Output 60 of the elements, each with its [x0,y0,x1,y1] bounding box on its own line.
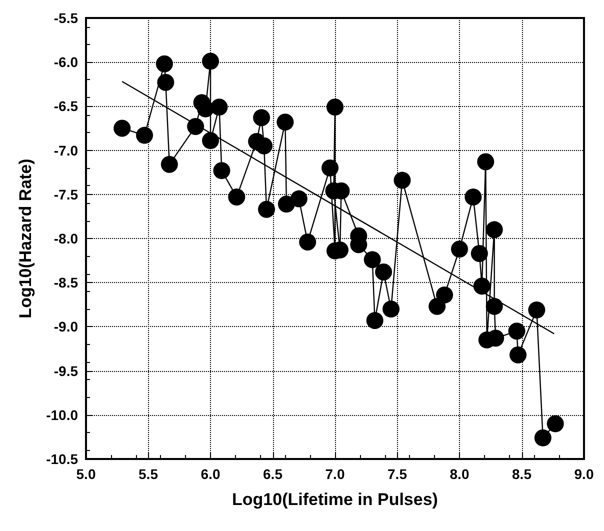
y-tick-label: -7.5 [54,186,78,202]
point [114,120,131,137]
point [276,114,294,131]
point [436,286,454,304]
point [464,188,482,206]
x-tick-label: 5.0 [76,466,96,482]
point [228,188,246,206]
y-tick-label: -9.5 [54,362,78,379]
y-tick-label: -8.0 [54,230,78,246]
point [508,322,526,340]
point [256,137,273,154]
point [477,153,494,170]
point [156,55,173,72]
y-tick-label: -10.5 [46,451,78,467]
point [187,118,204,135]
point [202,52,219,70]
point [364,251,381,268]
y-tick-label: -7.0 [54,142,78,158]
y-tick-label: -6.0 [54,54,78,70]
x-tick-label: 7.5 [388,466,408,482]
y-tick-label: -8.5 [54,274,78,291]
point [394,172,411,189]
x-tick-label: 9.0 [574,466,594,482]
point [382,300,400,318]
y-tick-label: -10.0 [46,406,78,423]
point [326,98,344,116]
y-axis-title: Log10(Hazard Rate) [16,158,35,318]
x-tick-label: 6.0 [200,466,220,482]
point [473,278,490,295]
point [428,298,446,315]
y-tick-label: -5.5 [54,10,78,26]
point [486,221,503,238]
point [290,190,308,208]
point [546,415,564,432]
point [528,301,546,318]
point [510,346,527,364]
point [451,240,468,258]
point [366,312,384,330]
point [486,298,503,315]
point [157,74,174,91]
point [253,109,270,126]
y-tick-label: -9.0 [54,318,78,335]
x-tick-label: 6.5 [263,466,283,482]
point [299,234,316,251]
point [213,162,230,180]
point [375,264,392,281]
point [470,245,488,262]
point [136,126,154,144]
point [534,429,552,446]
y-tick-label: -6.5 [54,98,78,114]
x-tick-label: 7.0 [325,466,345,482]
x-axis-title: Log10(Lifetime in Pulses) [232,490,438,509]
x-tick-label: 5.5 [138,466,158,482]
point [160,156,178,173]
x-tick-label: 8.0 [450,466,470,482]
point [258,200,276,218]
point [202,132,219,150]
point [322,159,339,176]
x-tick-label: 8.5 [512,466,532,482]
point [210,98,228,116]
